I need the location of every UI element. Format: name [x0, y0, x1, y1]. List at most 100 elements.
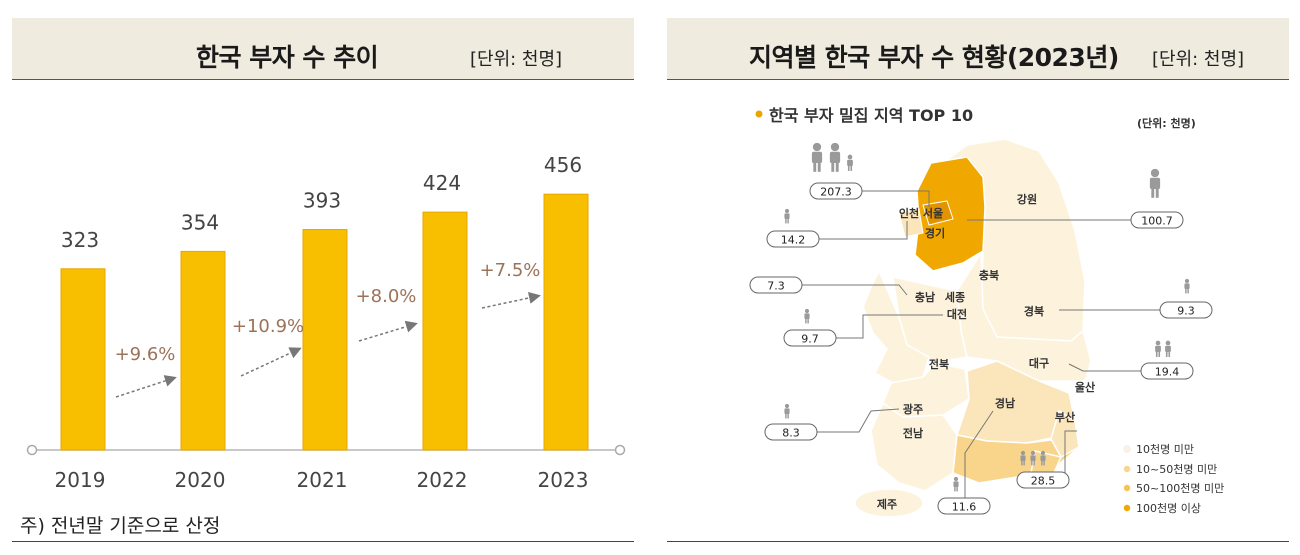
person-leg	[787, 413, 789, 419]
person-body	[1030, 455, 1036, 461]
person-leg	[850, 165, 853, 171]
person-icon	[847, 154, 853, 171]
person-icon	[784, 208, 790, 224]
person-leg	[787, 218, 789, 224]
person-leg	[805, 318, 807, 324]
person-leg	[956, 486, 958, 492]
region-value: 14.2	[781, 234, 806, 247]
value-box	[1016, 471, 1070, 489]
axis-end-dot	[26, 444, 38, 456]
person-leg	[1033, 460, 1035, 466]
legend-swatch	[1123, 445, 1131, 453]
right-header: 지역별 한국 부자 수 현황(2023년) [단위: 천명]	[667, 18, 1289, 80]
person-leg	[831, 162, 835, 172]
region-name-label: 충남	[915, 290, 935, 304]
person-head	[1155, 340, 1161, 346]
right-bottom-rule	[667, 541, 1289, 542]
person-leg	[1041, 460, 1043, 466]
legend-swatch	[1123, 504, 1131, 512]
person-head	[812, 142, 822, 152]
left-title: 한국 부자 수 추이	[196, 43, 379, 72]
person-icon	[1165, 340, 1171, 357]
leader-line	[836, 314, 943, 339]
growth-arrow	[240, 347, 302, 377]
person-body	[847, 159, 853, 166]
person-leg	[1165, 351, 1168, 357]
map-subtitle: 한국 부자 밀집 지역 TOP 10	[769, 106, 973, 125]
person-leg	[954, 486, 956, 492]
region-seoul	[922, 200, 954, 226]
person-body	[829, 151, 841, 163]
person-icon	[953, 476, 959, 492]
growth-label: +8.0%	[356, 286, 417, 307]
person-head	[847, 154, 853, 160]
person-icon	[811, 142, 823, 172]
value-box	[809, 182, 863, 200]
region-name-label: 경북	[1024, 304, 1044, 318]
legend-label: 50~100천명 미만	[1136, 481, 1224, 495]
person-head	[784, 403, 790, 409]
data-label: 393	[303, 189, 341, 213]
person-head	[830, 142, 840, 152]
map-unit: (단위: 천명)	[1137, 116, 1196, 130]
person-head	[784, 208, 790, 214]
person-leg	[817, 162, 821, 172]
growth-label: +9.6%	[115, 344, 176, 365]
person-leg	[785, 413, 787, 419]
region-name-label: 대전	[947, 307, 967, 321]
leader-line	[819, 221, 908, 240]
person-head	[1184, 278, 1190, 284]
person-head	[1040, 450, 1046, 456]
data-label: 323	[61, 228, 99, 252]
growth-arrow	[115, 375, 177, 398]
region-name-label: 광주	[903, 403, 923, 416]
value-box	[783, 329, 837, 347]
region-name-label: 충북	[979, 268, 999, 282]
person-body	[784, 213, 790, 219]
value-box	[1159, 301, 1213, 319]
region-value: 7.3	[767, 280, 785, 293]
legend-swatch	[1123, 484, 1131, 492]
person-head	[953, 476, 959, 482]
bar	[180, 250, 226, 451]
person-icon	[1030, 450, 1036, 466]
region-name-label: 부산	[1055, 410, 1075, 424]
bar-chart: 323 2019 354 2020 393 2021 424 2022 456 2023 +9.6%…	[26, 153, 626, 492]
region-name-label: 경남	[995, 396, 1015, 410]
growth-label: +10.9%	[232, 316, 304, 337]
person-head	[1150, 168, 1160, 178]
person-body	[1155, 345, 1161, 352]
person-body	[1040, 455, 1046, 461]
x-tick-label: 2019	[55, 468, 106, 492]
person-leg	[1158, 351, 1161, 357]
person-icon	[1149, 168, 1161, 198]
region-name-label: 제주	[877, 497, 897, 511]
region-name-label: 서울	[923, 206, 943, 220]
x-tick-label: 2022	[417, 468, 468, 492]
growth-label: +7.5%	[480, 260, 541, 281]
region-value: 28.5	[1031, 475, 1056, 488]
person-leg	[1155, 188, 1159, 198]
person-leg	[847, 165, 850, 171]
value-box	[937, 497, 991, 515]
value-box	[766, 230, 820, 248]
person-body	[1020, 455, 1026, 461]
person-leg	[813, 162, 817, 172]
x-tick-label: 2021	[297, 468, 348, 492]
leader-line	[802, 284, 908, 296]
leader-line	[817, 408, 900, 433]
data-label: 424	[423, 171, 461, 195]
value-box	[1130, 211, 1184, 229]
x-tick-label: 2020	[175, 468, 226, 492]
region-value: 19.4	[1155, 366, 1180, 379]
value-box	[1140, 362, 1194, 380]
person-icon	[1184, 278, 1190, 294]
growth-arrow	[358, 320, 418, 342]
bar	[422, 211, 468, 451]
person-leg	[1031, 460, 1033, 466]
region-name-label: 전북	[929, 357, 949, 371]
person-head	[1020, 450, 1026, 456]
region-name-label: 강원	[1017, 192, 1037, 206]
region-jeonnam	[870, 401, 958, 492]
person-body	[1184, 283, 1190, 289]
